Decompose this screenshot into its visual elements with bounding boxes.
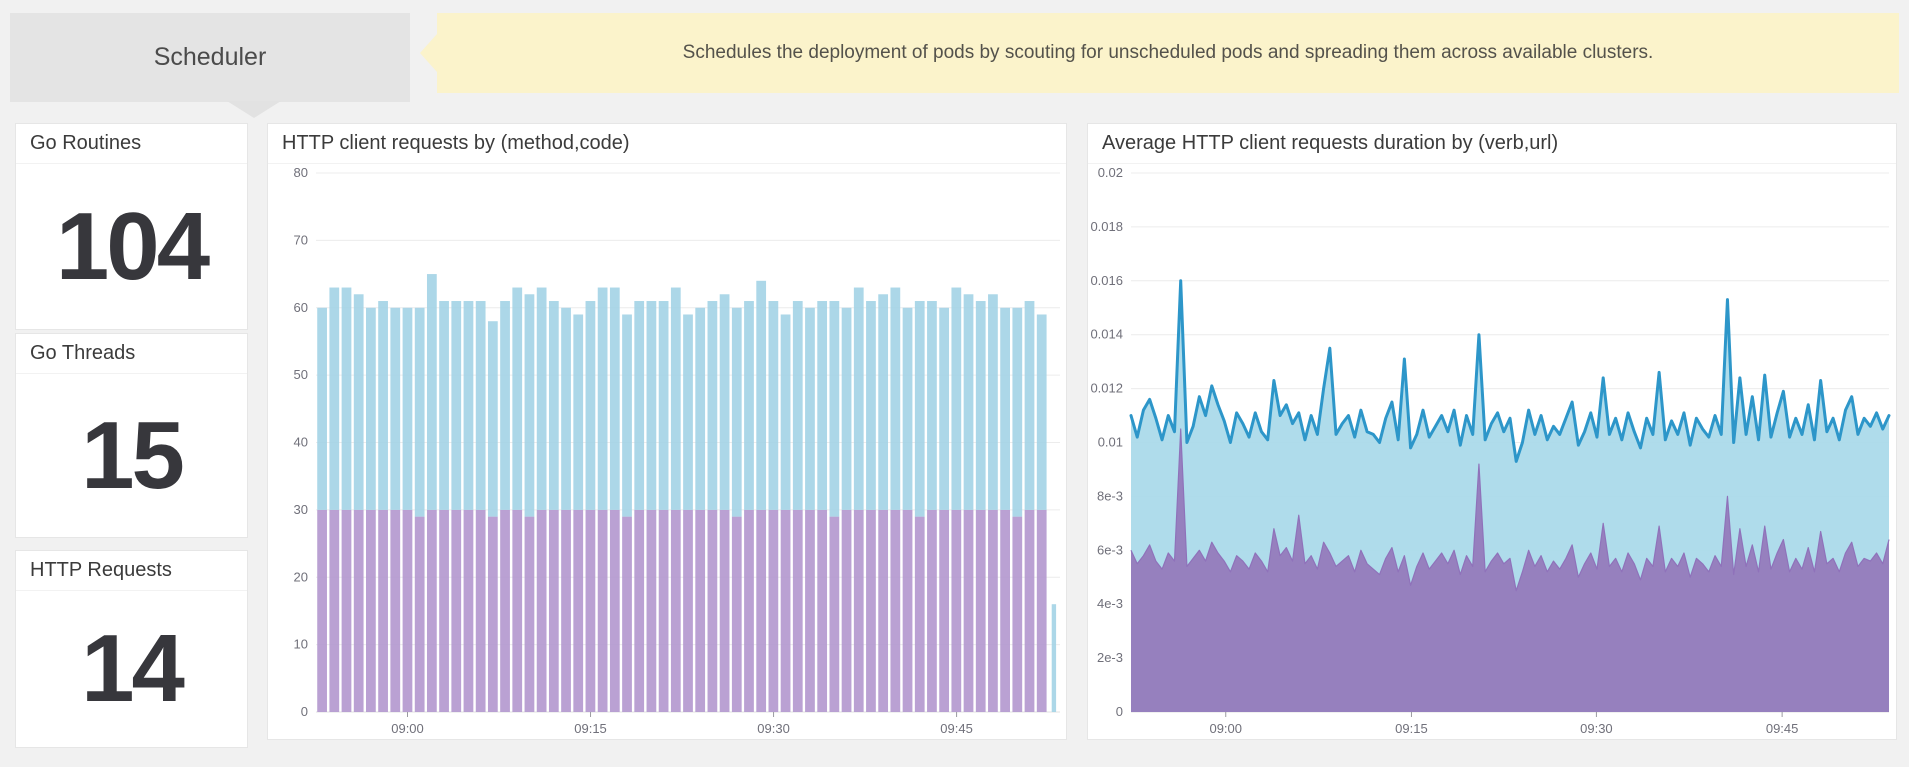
svg-text:0.014: 0.014 bbox=[1090, 327, 1123, 342]
arrow-left-icon bbox=[420, 34, 437, 72]
svg-text:09:15: 09:15 bbox=[574, 721, 607, 736]
avg-http-duration-area-chart[interactable]: 0 2e-3 4e-3 6e-3 8e-3 0.01 0.012 0.014 0.016 0.01… bbox=[1088, 164, 1896, 739]
stat-value-go-routines: 104 bbox=[55, 192, 210, 300]
tab-scheduler[interactable]: Scheduler bbox=[10, 13, 410, 102]
svg-text:0.02: 0.02 bbox=[1098, 165, 1123, 180]
svg-text:09:00: 09:00 bbox=[391, 721, 424, 736]
svg-text:30: 30 bbox=[294, 502, 308, 517]
svg-text:09:45: 09:45 bbox=[1766, 721, 1799, 736]
stat-value-go-threads: 15 bbox=[81, 401, 185, 509]
svg-text:09:30: 09:30 bbox=[757, 721, 790, 736]
panel-title-avg-http-duration[interactable]: Average HTTP client requests duration by… bbox=[1088, 124, 1896, 164]
svg-text:09:15: 09:15 bbox=[1395, 721, 1428, 736]
row-description-banner: Schedules the deployment of pods by scou… bbox=[420, 13, 1899, 93]
tab-scheduler-label: Scheduler bbox=[153, 43, 267, 71]
panel-title-go-routines[interactable]: Go Routines bbox=[16, 124, 247, 164]
row-description-text: Schedules the deployment of pods by scou… bbox=[682, 42, 1654, 63]
svg-text:80: 80 bbox=[294, 165, 308, 180]
svg-text:50: 50 bbox=[294, 367, 308, 382]
panel-title-go-threads[interactable]: Go Threads bbox=[16, 334, 247, 374]
panel-http-client-requests: HTTP client requests by (method,code) 0 1… bbox=[267, 123, 1067, 740]
svg-text:0.016: 0.016 bbox=[1090, 273, 1123, 288]
panel-title-http-client-requests[interactable]: HTTP client requests by (method,code) bbox=[268, 124, 1066, 164]
panel-http-requests: HTTP Requests 14 bbox=[15, 550, 248, 748]
svg-text:09:00: 09:00 bbox=[1209, 721, 1242, 736]
caret-down-icon bbox=[227, 101, 281, 118]
svg-text:10: 10 bbox=[294, 637, 308, 652]
svg-text:40: 40 bbox=[294, 435, 308, 450]
svg-text:0.018: 0.018 bbox=[1090, 219, 1123, 234]
svg-text:09:30: 09:30 bbox=[1580, 721, 1613, 736]
svg-text:09:45: 09:45 bbox=[940, 721, 973, 736]
panel-title-http-requests[interactable]: HTTP Requests bbox=[16, 551, 247, 591]
svg-text:6e-3: 6e-3 bbox=[1097, 542, 1123, 557]
svg-text:70: 70 bbox=[294, 232, 308, 247]
svg-text:0.012: 0.012 bbox=[1090, 381, 1123, 396]
svg-text:0: 0 bbox=[1116, 704, 1123, 719]
panel-go-threads: Go Threads 15 bbox=[15, 333, 248, 538]
svg-text:4e-3: 4e-3 bbox=[1097, 596, 1123, 611]
panel-avg-http-duration: Average HTTP client requests duration by… bbox=[1087, 123, 1897, 740]
http-client-requests-bar-chart[interactable]: 0 10 20 30 40 50 60 70 80 09:00 09:15 09:30 09:45 bbox=[268, 164, 1066, 739]
svg-text:60: 60 bbox=[294, 300, 308, 315]
stat-value-http-requests: 14 bbox=[81, 615, 185, 722]
svg-text:2e-3: 2e-3 bbox=[1097, 650, 1123, 665]
svg-text:0: 0 bbox=[301, 704, 308, 719]
svg-text:0.01: 0.01 bbox=[1098, 435, 1123, 450]
svg-text:20: 20 bbox=[294, 569, 308, 584]
panel-go-routines: Go Routines 104 bbox=[15, 123, 248, 330]
svg-text:8e-3: 8e-3 bbox=[1097, 488, 1123, 503]
